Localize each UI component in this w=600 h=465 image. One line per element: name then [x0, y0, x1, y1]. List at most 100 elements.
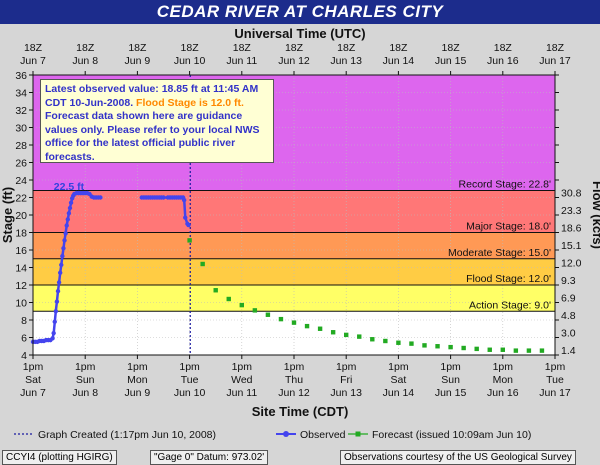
- y-tick-label: 22: [15, 193, 27, 205]
- utc-tick-label-date: Jun 17: [539, 55, 571, 67]
- flow-tick-label: 12.0: [561, 257, 582, 269]
- observed-point: [53, 309, 59, 314]
- site-tick-label-time: 1pm: [545, 361, 566, 373]
- observed-point: [52, 319, 57, 324]
- flow-tick-label: 9.3: [561, 275, 576, 287]
- observed-point: [183, 215, 188, 220]
- y2-axis-title: Flow (kcfs): [590, 181, 600, 249]
- utc-tick-label-time: 18Z: [337, 42, 356, 54]
- site-tick-label-date: Jun 7: [20, 387, 46, 399]
- site-tick-label-time: 1pm: [284, 361, 305, 373]
- site-tick-label-day: Mon: [493, 374, 514, 386]
- site-tick-label-date: Jun 15: [435, 387, 467, 399]
- observed-point: [67, 205, 73, 211]
- utc-tick-label-time: 18Z: [181, 42, 200, 54]
- site-tick-label-date: Jun 14: [383, 387, 415, 399]
- observed-point: [51, 330, 56, 336]
- forecast-point: [435, 344, 440, 349]
- utc-tick-label-date: Jun 15: [435, 55, 467, 67]
- utc-tick-label-date: Jun 12: [278, 55, 310, 67]
- y-tick-label: 18: [15, 228, 27, 240]
- flow-tick-label: 30.8: [561, 187, 582, 199]
- forecast-point: [317, 326, 323, 331]
- utc-tick-label-date: Jun 14: [383, 55, 415, 67]
- forecast-point: [487, 347, 492, 352]
- y-tick-label: 8: [21, 315, 27, 327]
- legend-forecast-marker: [355, 431, 361, 437]
- site-tick-label-time: 1pm: [440, 361, 461, 373]
- forecast-point: [357, 334, 362, 339]
- y-tick-label: 28: [15, 140, 27, 152]
- y-tick-label: 6: [21, 333, 27, 345]
- note-flood-stage: Flood Stage is 12.0 ft.: [136, 96, 244, 109]
- chart-title: CEDAR RIVER AT CHARLES CITY: [0, 0, 600, 24]
- legend-observed-label: Observed: [300, 429, 346, 441]
- utc-tick-label-time: 18Z: [389, 42, 408, 54]
- gage-datum: "Gage 0" Datum: 973.02': [150, 450, 269, 465]
- site-tick-label-day: Mon: [127, 374, 148, 386]
- x-axis-title: Site Time (CDT): [252, 404, 349, 419]
- site-tick-label-day: Sat: [391, 374, 407, 386]
- observed-point: [161, 195, 166, 200]
- forecast-point: [213, 288, 218, 293]
- utc-tick-label-time: 18Z: [76, 42, 95, 54]
- observed-point: [60, 253, 65, 259]
- y-tick-label: 34: [15, 88, 27, 100]
- utc-tick-label-time: 18Z: [24, 42, 43, 54]
- y-tick-label: 10: [15, 298, 27, 310]
- forecast-point: [513, 348, 519, 353]
- observed-point: [186, 222, 191, 228]
- site-tick-label-time: 1pm: [75, 361, 96, 373]
- site-tick-label-date: Jun 13: [330, 387, 362, 399]
- observed-point: [57, 270, 63, 275]
- forecast-point: [539, 348, 545, 353]
- site-tick-label-day: Tue: [181, 374, 199, 386]
- y-tick-label: 36: [15, 70, 27, 82]
- forecast-point: [370, 337, 375, 342]
- forecast-point: [474, 346, 479, 352]
- observed-point: [55, 288, 61, 294]
- utc-tick-label-time: 18Z: [546, 42, 565, 54]
- site-tick-label-time: 1pm: [179, 361, 200, 373]
- forecast-point: [448, 344, 453, 350]
- forecast-point: [265, 312, 271, 317]
- observed-point: [54, 299, 60, 304]
- peak-label: 22.5 ft: [54, 181, 85, 193]
- site-tick-label-time: 1pm: [388, 361, 409, 373]
- y-tick-label: 26: [15, 158, 27, 170]
- utc-tick-label-date: Jun 8: [72, 55, 98, 67]
- site-tick-label-time: 1pm: [127, 361, 148, 373]
- utc-tick-label-date: Jun 16: [487, 55, 519, 67]
- flow-tick-label: 23.3: [561, 205, 582, 217]
- forecast-point: [383, 338, 388, 344]
- threshold-label: Moderate Stage: 15.0': [448, 247, 551, 259]
- site-tick-label-day: Thu: [285, 374, 303, 386]
- observed-point: [181, 197, 187, 203]
- y-tick-label: 20: [15, 210, 27, 222]
- forecast-point: [461, 345, 466, 351]
- site-tick-label-time: 1pm: [336, 361, 357, 373]
- site-tick-label-day: Tue: [546, 374, 564, 386]
- observed-point: [62, 238, 67, 243]
- data-credit: Observations courtesy of the US Geologic…: [340, 450, 576, 465]
- flow-tick-label: 15.1: [561, 240, 582, 252]
- y-tick-label: 32: [15, 105, 27, 117]
- y-tick-label: 12: [15, 280, 27, 292]
- forecast-point: [226, 296, 231, 302]
- observed-point: [63, 231, 68, 236]
- site-tick-label-time: 1pm: [232, 361, 253, 373]
- utc-tick-label-time: 18Z: [442, 42, 461, 54]
- legend-observed-marker: [283, 431, 289, 437]
- threshold-label: Major Stage: 18.0': [466, 221, 551, 233]
- y-tick-label: 16: [15, 245, 27, 257]
- site-tick-label-time: 1pm: [23, 361, 44, 373]
- site-tick-label-date: Jun 12: [278, 387, 310, 399]
- forecast-point: [200, 261, 205, 267]
- site-tick-label-date: Jun 11: [226, 387, 257, 399]
- site-tick-label-date: Jun 9: [125, 387, 151, 399]
- forecast-point: [396, 340, 401, 345]
- flow-tick-label: 18.6: [561, 222, 582, 234]
- site-tick-label-date: Jun 16: [487, 387, 519, 399]
- utc-tick-label-date: Jun 7: [20, 55, 46, 67]
- y-tick-label: 30: [15, 123, 27, 135]
